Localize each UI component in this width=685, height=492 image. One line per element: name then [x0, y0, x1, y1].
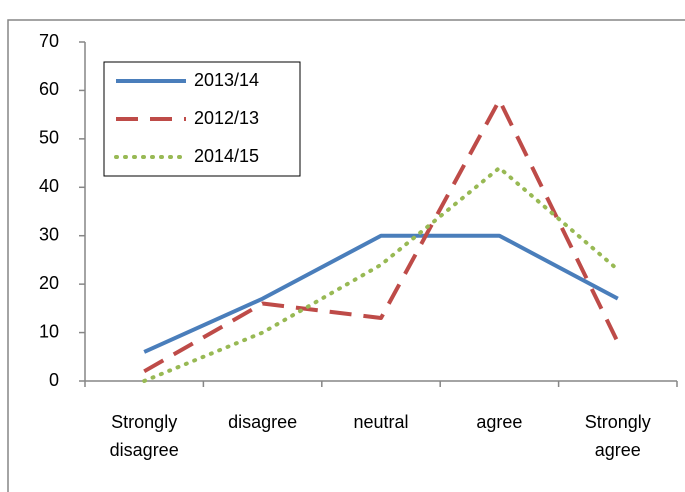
y-tick-label: 20 — [39, 273, 59, 293]
y-tick-label: 60 — [39, 79, 59, 99]
series-line — [143, 98, 620, 374]
y-tick-label: 40 — [39, 176, 59, 196]
y-tick-label: 10 — [39, 321, 59, 341]
y-tick-label: 50 — [39, 128, 59, 148]
legend-label: 2014/15 — [194, 146, 259, 166]
x-tick-label: agree — [476, 412, 523, 432]
legend-label: 2013/14 — [194, 70, 259, 90]
x-tick-label: Strongly disagree — [109, 412, 179, 460]
series-line — [143, 233, 619, 354]
series-line — [142, 165, 620, 383]
x-tick-label: disagree — [228, 412, 298, 432]
legend-label: 2012/13 — [194, 108, 259, 128]
x-tick-label: neutral — [353, 412, 409, 432]
y-tick-label: 30 — [39, 224, 59, 244]
y-tick-label: 0 — [49, 370, 59, 390]
y-tick-label: 70 — [39, 31, 59, 51]
x-tick-label: Strongly agree — [584, 412, 651, 460]
